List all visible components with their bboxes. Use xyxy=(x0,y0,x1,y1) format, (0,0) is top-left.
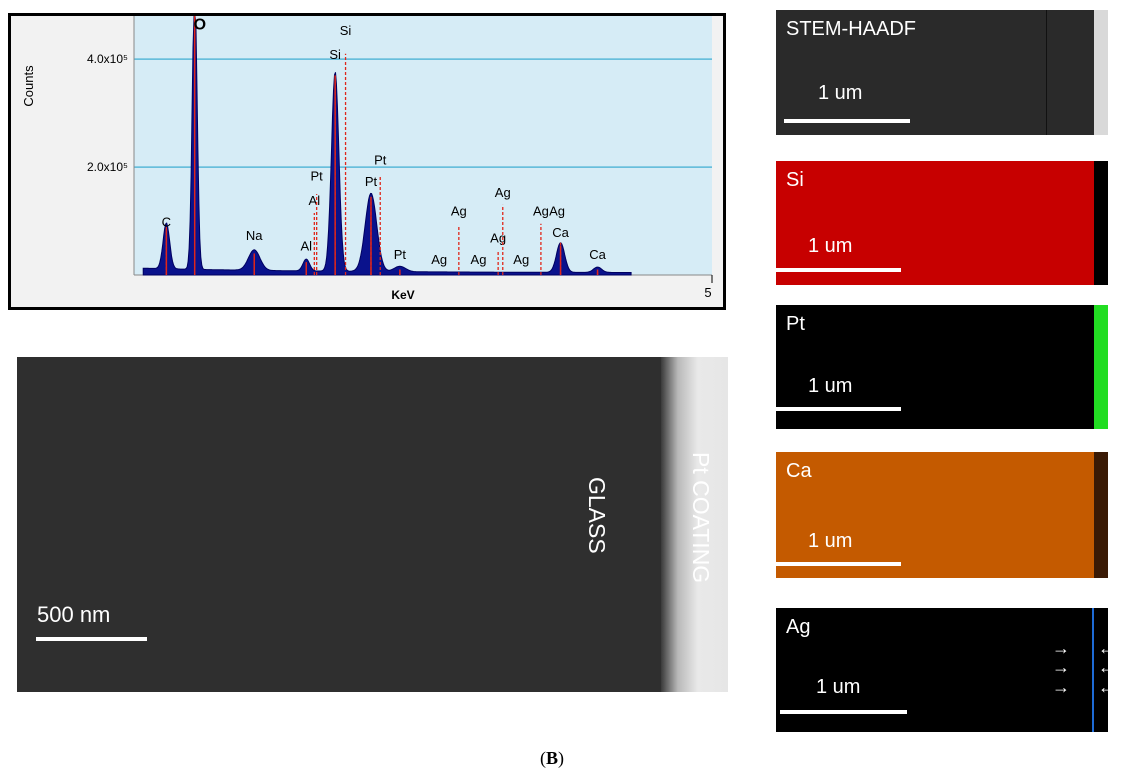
peak-label: Ag xyxy=(431,252,447,267)
map-scale-bar-ag xyxy=(780,710,907,714)
peak-label: Na xyxy=(246,228,263,243)
y-tick-label: 2.0x10⁵ xyxy=(87,160,128,174)
arrow-right-2: → xyxy=(1052,657,1070,677)
map-scale-label-pt: 1 um xyxy=(808,375,853,397)
peak-label: Ag xyxy=(549,204,565,219)
arrow-left-1: ← xyxy=(1098,638,1108,658)
tem-scale-bar xyxy=(36,637,147,641)
peak-label: Si xyxy=(340,23,352,38)
map-scale-label-si: 1 um xyxy=(808,235,853,257)
map-stem-haadf: STEM-HAADF 1 um xyxy=(776,10,1108,135)
map-pt: Pt 1 um xyxy=(776,305,1108,429)
map-scale-bar-ca xyxy=(776,562,901,566)
map-scale-label-ca: 1 um xyxy=(808,530,853,552)
figure-caption: (B) xyxy=(540,748,565,768)
map-label-ag: Ag xyxy=(786,616,811,638)
map-scale-label-haadf: 1 um xyxy=(818,82,863,104)
peak-label: Al xyxy=(309,193,321,208)
x-tick-label: 5 xyxy=(704,285,711,300)
arrow-right-3: → xyxy=(1052,677,1070,697)
peak-label: Ag xyxy=(513,252,529,267)
peak-label: Ca xyxy=(552,225,569,240)
peak-label: Al xyxy=(300,239,312,254)
y-tick-label: 4.0x10⁵ xyxy=(87,52,128,66)
map-scale-bar-pt xyxy=(776,407,901,411)
map-label-si: Si xyxy=(786,169,804,191)
peak-label: Pt xyxy=(394,247,407,262)
map-scale-bar-si xyxy=(776,268,901,272)
peak-label: Ag xyxy=(471,252,487,267)
peak-label: Ag xyxy=(533,204,549,219)
tem-scale-label: 500 nm xyxy=(37,602,111,627)
peak-label: Ag xyxy=(490,231,506,246)
peak-label: C xyxy=(162,214,171,229)
peak-label: Pt xyxy=(374,152,387,167)
peak-label: O xyxy=(194,16,206,33)
eds-spectrum-chart: 4.0x10⁵ 2.0x10⁵ 5 KeV Counts C O Na Al Al Pt Si Si Pt… xyxy=(8,13,726,310)
y-axis-label: Counts xyxy=(21,65,36,107)
peak-label: Pt xyxy=(365,174,378,189)
peak-label: Pt xyxy=(310,169,323,184)
map-ag: Ag 1 um → → → ← ← ← xyxy=(776,608,1108,732)
plot-area xyxy=(134,16,712,275)
map-scale-label-ag: 1 um xyxy=(816,676,861,698)
peak-label: Si xyxy=(329,47,341,62)
pt-coating-region xyxy=(661,357,728,692)
map-si: Si 1 um xyxy=(776,161,1108,285)
x-axis-label: KeV xyxy=(391,288,414,302)
map-label-ca: Ca xyxy=(786,460,812,482)
arrow-left-3: ← xyxy=(1098,677,1108,697)
pt-coating-label: Pt COATING xyxy=(688,452,714,584)
spectrum-area xyxy=(142,16,632,276)
arrow-left-2: ← xyxy=(1098,657,1108,677)
tem-image: GLASS Pt COATING 500 nm xyxy=(17,357,728,692)
spectrum-svg: 4.0x10⁵ 2.0x10⁵ 5 KeV Counts C O Na Al Al Pt Si Si Pt… xyxy=(21,16,713,302)
map-ca: Ca 1 um xyxy=(776,452,1108,578)
map-label-haadf: STEM-HAADF xyxy=(786,18,916,40)
peak-label: Ag xyxy=(495,185,511,200)
peak-label: Ag xyxy=(451,204,467,219)
peak-label: Ca xyxy=(589,247,606,262)
map-scale-bar-haadf xyxy=(784,119,910,123)
arrow-right-1: → xyxy=(1052,638,1070,658)
caption-letter: B xyxy=(546,748,559,768)
map-label-pt: Pt xyxy=(786,313,805,335)
glass-label: GLASS xyxy=(584,477,610,554)
